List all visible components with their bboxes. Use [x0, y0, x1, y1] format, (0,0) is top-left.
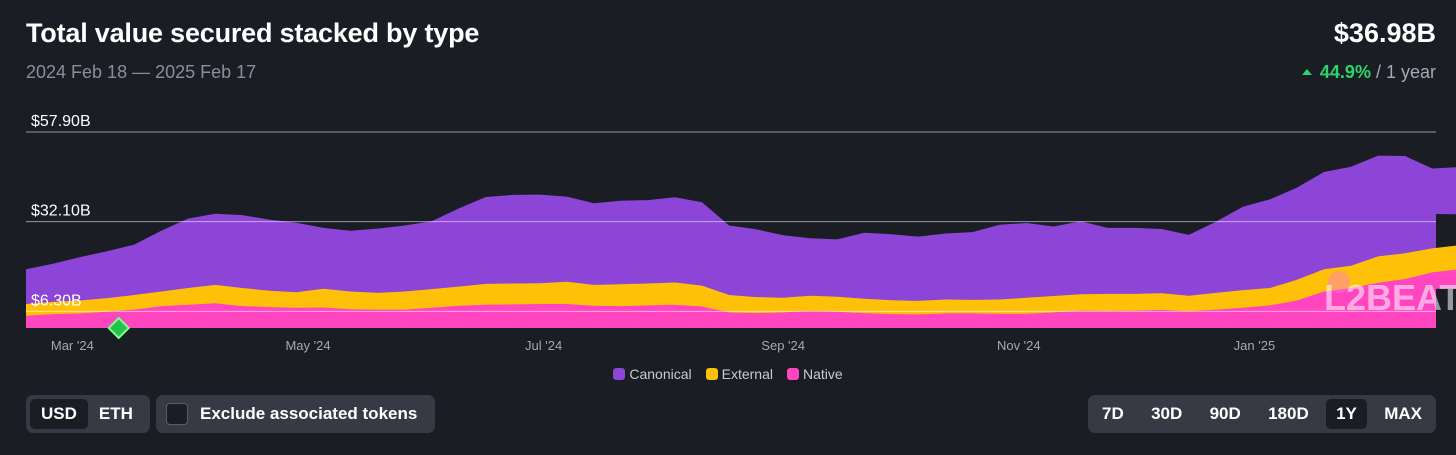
legend-swatch: [705, 368, 718, 380]
chart-title: Total value secured stacked by type: [26, 18, 480, 48]
total-value: $36.98B: [1333, 18, 1436, 48]
exclude-associated-tokens-toggle[interactable]: Exclude associated tokens: [156, 395, 435, 433]
x-axis-tick-label: Mar '24: [51, 338, 94, 353]
range-max-button[interactable]: MAX: [1384, 404, 1422, 423]
eth-button[interactable]: ETH: [98, 404, 133, 423]
chart-legend: Canonical External Native: [0, 366, 1456, 382]
y-axis-tick-label: $6.30B: [31, 292, 82, 309]
y-axis-tick-label: $57.90B: [31, 113, 91, 130]
range-7d-button[interactable]: 7D: [1102, 404, 1124, 423]
event-marker-diamond[interactable]: [107, 316, 131, 340]
date-range: 2024 Feb 18 — 2025 Feb 17: [26, 62, 257, 82]
l2beat-watermark: L2BEAT: [1324, 271, 1456, 318]
x-axis-tick-label: Jan '25: [1234, 338, 1276, 353]
tvs-stacked-area-chart[interactable]: L2BEAT $6.30B $32.10B $57.90B Mar '24 May '…: [0, 0, 1456, 360]
range-180d-button[interactable]: 180D: [1268, 404, 1309, 423]
series-area-external: [26, 245, 1456, 328]
legend-swatch: [786, 368, 799, 380]
change-percent: 44.9%: [1319, 62, 1371, 82]
x-axis-tick-label: Nov '24: [997, 338, 1041, 353]
x-axis-tick-label: Sep '24: [761, 338, 805, 353]
watermark-dot: [1328, 271, 1350, 293]
range-1y-button[interactable]: 1Y: [1326, 399, 1367, 429]
y-axis-tick-label: $32.10B: [31, 203, 91, 220]
range-90d-button[interactable]: 90D: [1209, 404, 1241, 423]
range-30d-button[interactable]: 30D: [1151, 404, 1183, 423]
usd-button[interactable]: USD: [30, 399, 88, 429]
change-period: / 1 year: [1375, 62, 1436, 82]
time-range-selector: 7D 30D 90D 180D 1Y MAX: [1088, 395, 1436, 433]
legend-label: External: [721, 366, 773, 382]
legend-swatch: [613, 368, 626, 380]
exclude-checkbox[interactable]: [166, 403, 188, 425]
watermark-text: L2BEAT: [1324, 277, 1456, 318]
series-area-canonical: [26, 155, 1456, 328]
legend-label: Canonical: [629, 366, 692, 382]
legend-item-canonical[interactable]: Canonical: [613, 366, 692, 382]
legend-item-external[interactable]: External: [705, 366, 773, 382]
trend-up-icon: [1301, 69, 1312, 75]
series-area-native: [26, 269, 1456, 328]
exclude-label: Exclude associated tokens: [200, 404, 418, 423]
legend-label: Native: [802, 366, 843, 382]
x-axis-tick-label: Jul '24: [525, 338, 562, 353]
currency-toggle: USD ETH: [26, 395, 150, 433]
change-indicator: 44.9% / 1 year: [1301, 62, 1436, 83]
x-axis-tick-label: May '24: [285, 338, 330, 353]
legend-item-native[interactable]: Native: [786, 366, 843, 382]
